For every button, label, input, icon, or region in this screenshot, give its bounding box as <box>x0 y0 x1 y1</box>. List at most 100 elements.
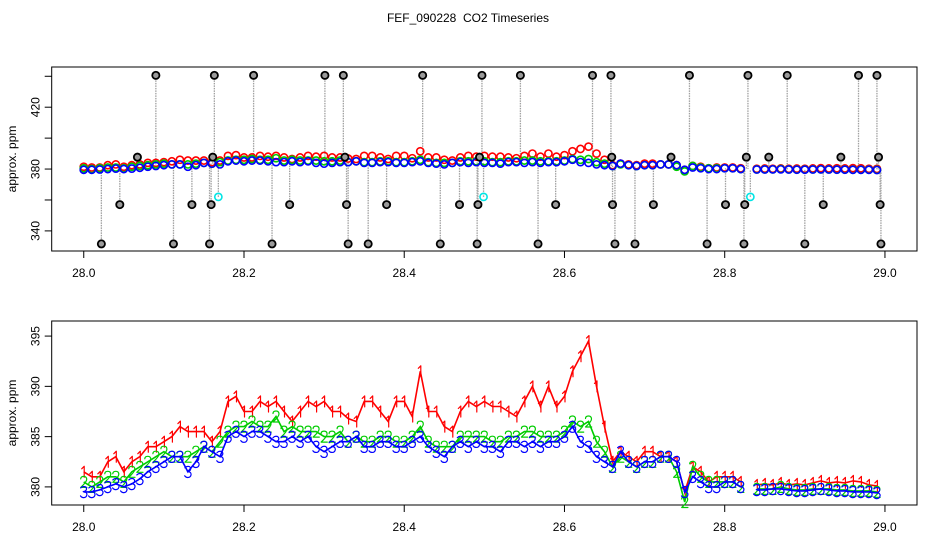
series-1-point-marker <box>625 450 630 463</box>
series-3-point <box>327 158 337 168</box>
series-1-point <box>544 149 553 158</box>
series-3-point-marker <box>656 450 665 464</box>
series-2-point-marker <box>360 435 369 448</box>
series-2-point-marker <box>376 430 385 443</box>
series-3-point-marker <box>128 477 136 491</box>
series-2-point-marker <box>240 420 248 433</box>
series-3-point-marker <box>817 482 825 496</box>
series-3-point-marker <box>168 450 176 464</box>
series-2-point-marker <box>416 420 425 433</box>
series-1-point <box>592 149 601 158</box>
series-3-point-marker <box>800 484 809 498</box>
flagged-point <box>382 200 392 210</box>
series-1-point-marker <box>521 395 526 408</box>
series-3-point-marker <box>600 455 609 469</box>
flagged-point <box>876 239 886 249</box>
series-3-point-marker <box>792 484 801 498</box>
series-3-point <box>127 164 137 173</box>
series-3-point-marker <box>568 420 577 433</box>
series-1-point-marker <box>241 405 246 418</box>
series-1-point-marker <box>121 465 125 478</box>
series-1-point-marker <box>505 405 510 418</box>
flagged-point <box>666 152 676 162</box>
x-tick-label: 28.2 <box>232 266 256 280</box>
bottom-y-axis-label: approx. ppm <box>5 380 19 447</box>
series-1-point-marker <box>489 400 494 413</box>
flagged-point <box>684 70 694 80</box>
flagged-point <box>610 239 620 249</box>
flagged-point <box>187 200 197 210</box>
series-3-point <box>616 159 625 169</box>
series-3-point-marker <box>608 460 617 474</box>
y-tick-label: 420 <box>29 97 43 117</box>
series-2-point-marker <box>80 475 88 488</box>
series-1-point-marker <box>225 395 230 408</box>
series-1-point <box>183 156 193 165</box>
y-tick-label: 390 <box>29 376 43 396</box>
flagged-point <box>533 239 543 249</box>
series-3-point <box>463 158 473 168</box>
flagged-point <box>875 200 885 210</box>
series-3-point <box>151 161 161 171</box>
series-3-point-marker <box>512 435 521 449</box>
series-3-point-marker <box>344 435 352 449</box>
series-2-point-marker <box>512 430 521 443</box>
series-1-point-marker <box>762 477 766 490</box>
series-3-point-marker <box>112 477 120 491</box>
series-3-point <box>103 164 113 174</box>
series-3-point-marker <box>680 485 689 499</box>
series-2-point-marker <box>488 435 497 448</box>
series-3-point <box>664 160 674 169</box>
series-3-point-marker <box>272 435 280 449</box>
x-tick-label: 28.4 <box>393 520 417 534</box>
series-1-point-marker <box>537 400 542 413</box>
series-3-point-marker <box>873 486 881 500</box>
series-3-point <box>840 165 850 175</box>
series-1-point <box>175 155 185 165</box>
series-1-point-marker <box>858 475 863 488</box>
flagged-point <box>782 70 792 80</box>
series-1-point-marker <box>305 395 310 408</box>
x-tick-label: 28.2 <box>232 520 256 534</box>
series-3-point-marker <box>576 435 585 449</box>
series-1-point-marker <box>714 470 718 483</box>
series-2-point <box>584 154 593 164</box>
series-2-point-marker <box>576 420 585 433</box>
series-1-point-marker <box>601 420 606 433</box>
series-2-point-marker <box>224 425 232 438</box>
series-1-point-marker <box>417 365 422 378</box>
flagged-point <box>205 239 215 249</box>
series-1-point-marker <box>193 425 197 438</box>
series-1-point-marker <box>353 415 358 428</box>
series-3-point <box>495 159 505 169</box>
series-1-point-marker <box>89 470 93 483</box>
y-tick-label: 340 <box>29 221 43 241</box>
series-3-point-marker <box>480 440 489 454</box>
flagged-point <box>115 200 125 210</box>
series-1-point <box>439 155 449 165</box>
series-3-point-marker <box>240 430 248 443</box>
series-3-point-marker <box>400 440 409 454</box>
series-1-point-marker <box>722 470 726 483</box>
series-2-point-marker <box>592 435 601 448</box>
series-1-point-marker <box>633 455 638 468</box>
series-1-point <box>279 153 289 162</box>
series-3-point-marker <box>464 440 473 454</box>
series-3-point <box>632 161 641 171</box>
series-2-point-marker <box>713 475 721 488</box>
flagged-point <box>340 152 350 162</box>
series-2-point-marker <box>136 460 144 473</box>
series-2-point-marker <box>320 430 328 443</box>
series-3-point <box>792 165 802 175</box>
flagged-point <box>320 70 330 80</box>
series-1-point-marker <box>145 440 149 453</box>
series-2-point-marker <box>232 420 240 433</box>
series-3-point-marker <box>520 440 529 454</box>
series-3-point <box>135 163 145 173</box>
series-1-point-marker <box>105 455 109 468</box>
series-3-point-marker <box>200 440 208 454</box>
flagged-point <box>285 200 295 210</box>
series-1-point-marker <box>321 395 326 408</box>
series-1-point-marker <box>289 415 294 428</box>
